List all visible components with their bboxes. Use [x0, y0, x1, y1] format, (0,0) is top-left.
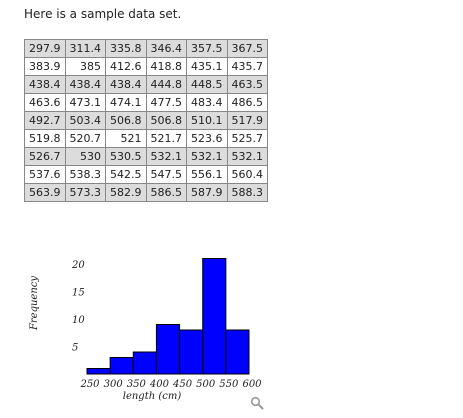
table-cell: 311.4 — [64, 39, 106, 58]
table-cell: 503.4 — [64, 111, 106, 130]
y-tick-label: 5 — [72, 343, 78, 354]
table-cell: 448.5 — [186, 75, 228, 94]
table-cell: 385 — [64, 57, 106, 76]
table-cell: 560.4 — [226, 165, 268, 184]
histogram-bar — [225, 329, 250, 375]
table-cell: 519.8 — [24, 129, 66, 148]
table-cell: 346.4 — [145, 39, 187, 58]
table-row: 438.4 438.4 438.4 444.8 448.5 463.5 — [24, 75, 268, 94]
table-cell: 563.9 — [24, 183, 66, 202]
histogram-bar — [86, 368, 111, 375]
table-cell: 586.5 — [145, 183, 187, 202]
table-cell: 588.3 — [226, 183, 268, 202]
table-cell: 523.6 — [186, 129, 228, 148]
x-tick-label: 350 — [127, 379, 147, 390]
x-tick-label: 550 — [219, 379, 239, 390]
x-tick-label: 450 — [172, 379, 193, 390]
table-cell: 335.8 — [105, 39, 147, 58]
table-cell: 438.4 — [24, 75, 66, 94]
table-cell: 521 — [105, 129, 147, 148]
table-row: 383.9 385 412.6 418.8 435.1 435.7 — [24, 57, 268, 76]
magnifier-icon[interactable] — [250, 396, 264, 410]
table-cell: 474.1 — [105, 93, 147, 112]
histogram-bar — [155, 324, 181, 375]
table-cell: 473.1 — [64, 93, 106, 112]
table-cell: 542.5 — [105, 165, 147, 184]
table-cell: 435.1 — [186, 57, 228, 76]
y-tick-label: 15 — [72, 288, 85, 299]
histogram-bar — [202, 258, 227, 375]
table-cell: 297.9 — [24, 39, 66, 58]
table-cell: 526.7 — [24, 147, 66, 166]
table-cell: 477.5 — [145, 93, 187, 112]
table-cell: 492.7 — [24, 111, 66, 130]
y-tick-label: 20 — [71, 260, 85, 271]
table-row: 526.7 530 530.5 532.1 532.1 532.1 — [24, 147, 268, 166]
table-row: 537.6 538.3 542.5 547.5 556.1 560.4 — [24, 165, 268, 184]
table-cell: 438.4 — [105, 75, 147, 94]
table-cell: 520.7 — [64, 129, 106, 148]
table-cell: 517.9 — [226, 111, 268, 130]
histogram-bar — [109, 357, 134, 375]
table-cell: 418.8 — [145, 57, 187, 76]
table-cell: 506.8 — [105, 111, 147, 130]
table-row: 492.7 503.4 506.8 506.8 510.1 517.9 — [24, 111, 268, 130]
table-row: 563.9 573.3 582.9 586.5 587.9 588.3 — [24, 183, 268, 202]
x-tick-label: 250 — [79, 379, 100, 390]
x-tick-labels: 250 300 350 400 450 500 550 600 — [79, 379, 262, 390]
table-cell: 463.5 — [226, 75, 268, 94]
table-cell: 438.4 — [64, 75, 106, 94]
y-tick-label: 10 — [72, 315, 85, 326]
x-axis-label: length (cm) — [123, 391, 182, 402]
table-cell: 357.5 — [186, 39, 228, 58]
table-cell: 435.7 — [226, 57, 268, 76]
table-cell: 532.1 — [145, 147, 187, 166]
histogram-bar — [132, 351, 157, 375]
table-cell: 538.3 — [64, 165, 106, 184]
table-cell: 532.1 — [186, 147, 228, 166]
table-cell: 506.8 — [145, 111, 187, 130]
table-row: 297.9 311.4 335.8 346.4 357.5 367.5 — [24, 39, 268, 58]
table-cell: 525.7 — [226, 129, 268, 148]
data-table: 297.9 311.4 335.8 346.4 357.5 367.5 383.9 385 41… — [24, 39, 268, 202]
table-cell: 486.5 — [226, 93, 268, 112]
table-cell: 383.9 — [24, 57, 66, 76]
y-axis-label: Frequency — [29, 276, 40, 331]
table-cell: 587.9 — [186, 183, 228, 202]
table-cell: 483.4 — [186, 93, 228, 112]
x-tick-label: 300 — [104, 379, 124, 390]
table-cell: 573.3 — [64, 183, 106, 202]
x-tick-label: 600 — [242, 379, 262, 390]
histogram-bar — [179, 329, 204, 375]
table-cell: 582.9 — [105, 183, 147, 202]
table-cell: 547.5 — [145, 165, 187, 184]
histogram-chart: 5 10 15 20 250 300 350 400 450 500 550 600 length … — [29, 258, 262, 402]
intro-text: Here is a sample data set. — [24, 7, 182, 21]
table-cell: 412.6 — [105, 57, 147, 76]
table-cell: 463.6 — [24, 93, 66, 112]
table-cell: 367.5 — [226, 39, 268, 58]
table-cell: 444.8 — [145, 75, 187, 94]
table-row: 519.8 520.7 521 521.7 523.6 525.7 — [24, 129, 268, 148]
table-cell: 532.1 — [226, 147, 268, 166]
table-cell: 556.1 — [186, 165, 228, 184]
table-cell: 537.6 — [24, 165, 66, 184]
histogram-bars — [86, 258, 250, 375]
table-cell: 530.5 — [105, 147, 147, 166]
x-tick-label: 500 — [196, 379, 216, 390]
x-tick-label: 400 — [149, 379, 170, 390]
table-cell: 521.7 — [145, 129, 187, 148]
table-cell: 530 — [64, 147, 106, 166]
table-row: 463.6 473.1 474.1 477.5 483.4 486.5 — [24, 93, 268, 112]
table-cell: 510.1 — [186, 111, 228, 130]
y-tick-labels: 5 10 15 20 — [71, 260, 85, 354]
